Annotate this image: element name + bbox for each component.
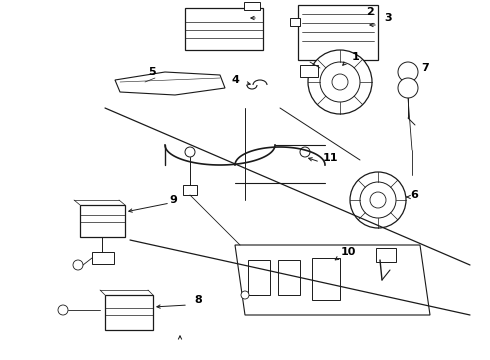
Polygon shape xyxy=(115,72,225,95)
Bar xyxy=(105,295,153,330)
Bar xyxy=(244,2,260,10)
Circle shape xyxy=(370,192,386,208)
Circle shape xyxy=(332,74,348,90)
Bar xyxy=(312,258,340,300)
Bar xyxy=(185,8,263,50)
Text: 3: 3 xyxy=(384,13,392,23)
Text: 8: 8 xyxy=(194,295,202,305)
Text: 7: 7 xyxy=(421,63,429,73)
Circle shape xyxy=(398,62,418,82)
Bar xyxy=(183,185,197,195)
Text: 4: 4 xyxy=(231,75,239,85)
Text: 6: 6 xyxy=(410,190,418,200)
Text: 11: 11 xyxy=(322,153,338,163)
Bar xyxy=(248,260,270,295)
Bar xyxy=(92,252,114,264)
Circle shape xyxy=(73,260,83,270)
Bar xyxy=(300,65,318,77)
Bar xyxy=(298,5,378,60)
Text: 10: 10 xyxy=(341,247,356,257)
Circle shape xyxy=(350,172,406,228)
Bar xyxy=(376,248,396,262)
Circle shape xyxy=(398,78,418,98)
Bar xyxy=(80,205,125,237)
Circle shape xyxy=(58,305,68,315)
Circle shape xyxy=(320,62,360,102)
Circle shape xyxy=(308,50,372,114)
Text: 9: 9 xyxy=(169,195,177,205)
Text: 5: 5 xyxy=(148,67,156,77)
Bar xyxy=(290,18,300,26)
Text: 1: 1 xyxy=(352,52,360,62)
Circle shape xyxy=(300,147,310,157)
Polygon shape xyxy=(235,245,430,315)
Circle shape xyxy=(360,182,396,218)
Bar xyxy=(278,260,300,295)
Circle shape xyxy=(185,147,195,157)
Circle shape xyxy=(241,291,249,299)
Text: 2: 2 xyxy=(366,7,374,17)
